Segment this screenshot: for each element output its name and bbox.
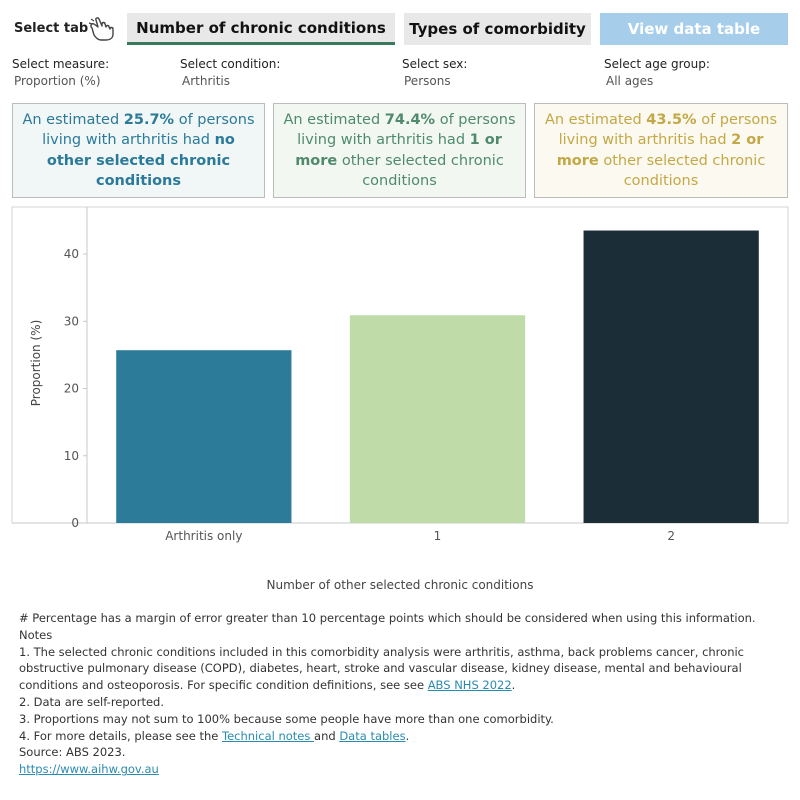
measure-filter-label: Select measure: [12, 57, 110, 71]
card-value: 74.4% [384, 111, 436, 128]
condition-filter-label: Select condition: [180, 57, 281, 71]
sex-filter-select[interactable]: Persons [404, 74, 451, 88]
bar-2[interactable] [583, 230, 759, 523]
select-tab-label: Select tab [14, 21, 89, 36]
card-emphasis: 2 or more [556, 132, 764, 169]
note-4-end: . [405, 728, 410, 743]
summary-card-no-other-conditions: An estimated 25.7% of persons living wit… [12, 103, 265, 198]
hand-pointer-icon [88, 17, 114, 41]
tab-types-of-comorbidity[interactable]: Types of comorbidity [404, 13, 591, 45]
measure-filter-select[interactable]: Proportion (%) [14, 74, 101, 88]
technical-notes-link[interactable]: Technical notes [222, 728, 315, 743]
y-tick-label: 40 [64, 247, 79, 261]
margin-of-error-note: # Percentage has a margin of error great… [19, 611, 756, 625]
card-text: of persons living with arthritis had [558, 111, 778, 149]
note-1-text: 1. The selected chronic conditions inclu… [19, 644, 744, 693]
sex-filter-label: Select sex: [402, 57, 468, 71]
age-group-filter-label: Select age group: [604, 57, 710, 71]
age-group-filter-select[interactable]: All ages [606, 74, 654, 88]
y-axis-title: Proportion (%) [29, 320, 43, 407]
source-note: Source: ABS 2023. [19, 745, 126, 760]
note-3: 3. Proportions may not sum to 100% becau… [19, 711, 554, 726]
condition-filter-select[interactable]: Arthritis [182, 74, 231, 88]
data-tables-link[interactable]: Data tables [339, 728, 406, 743]
view-data-table-button[interactable]: View data table [600, 13, 788, 45]
abs-nhs-2022-link[interactable]: ABS NHS 2022 [427, 678, 512, 693]
x-tick-label: Arthritis only [165, 529, 242, 543]
card-value: 25.7% [123, 111, 175, 128]
tab-number-of-chronic-conditions[interactable]: Number of chronic conditions [127, 13, 395, 45]
aihw-website-link[interactable]: https://www.aihw.gov.au [19, 762, 159, 777]
bar-chart: 0 10 20 30 40 Arthritis only 1 2 Proportion (%… [11, 206, 789, 592]
note-4-and: and [314, 728, 340, 743]
note-2: 2. Data are self-reported. [19, 694, 164, 709]
card-text: other selected chronic conditions [598, 152, 766, 190]
note-1: 1. The selected chronic conditions inclu… [19, 644, 789, 694]
card-text: An estimated [283, 111, 385, 128]
y-tick-label: 30 [64, 314, 79, 328]
note-1-end: . [511, 678, 516, 693]
note-4-text: 4. For more details, please see the [19, 728, 222, 743]
card-text: of persons living with arthritis had [42, 111, 255, 149]
summary-card-one-or-more-conditions: An estimated 74.4% of persons living wit… [273, 103, 526, 198]
card-value: 43.5% [646, 111, 697, 128]
card-text: An estimated [22, 111, 124, 128]
card-text: An estimated [544, 111, 647, 128]
bar-arthritis-only[interactable] [116, 350, 292, 523]
card-emphasis: no other selected chronic conditions [46, 132, 235, 189]
y-tick-label: 0 [71, 516, 79, 530]
footnotes: # Percentage has a margin of error great… [19, 610, 789, 778]
y-tick-label: 20 [64, 382, 79, 396]
x-tick-label: 2 [667, 529, 675, 543]
notes-heading: Notes [19, 627, 53, 642]
card-emphasis: 1 or more [295, 132, 502, 169]
card-text: other selected chronic conditions [337, 152, 504, 190]
note-4: 4. For more details, please see the Tech… [19, 728, 789, 745]
card-text: of persons living with arthritis had [297, 111, 516, 149]
x-axis-title: Number of other selected chronic conditi… [267, 578, 534, 592]
bar-1[interactable] [349, 315, 526, 523]
x-tick-label: 1 [434, 529, 442, 543]
y-tick-label: 10 [64, 449, 79, 463]
summary-card-two-or-more-conditions: An estimated 43.5% of persons living wit… [534, 103, 788, 198]
